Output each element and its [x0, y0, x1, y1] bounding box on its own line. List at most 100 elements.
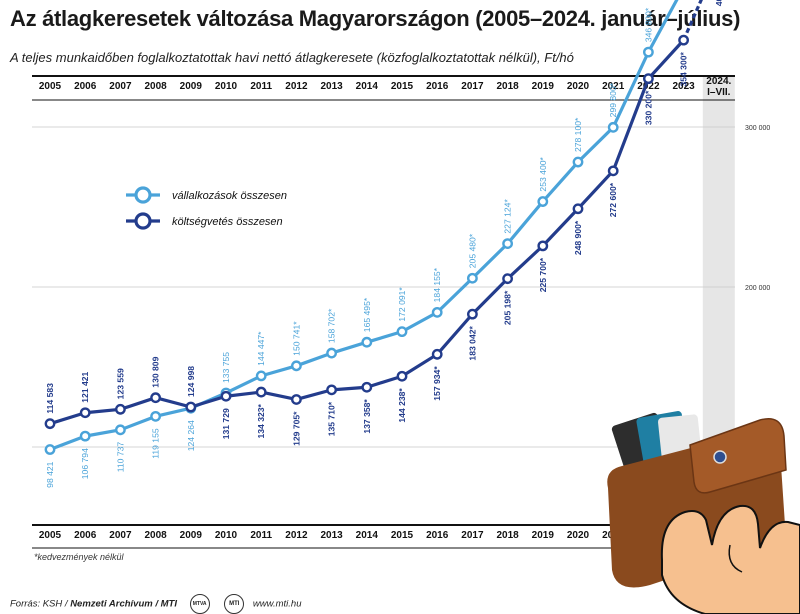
source-prefix: Forrás: KSH / [10, 598, 71, 610]
chart-title: Az átlagkeresetek változása Magyarország… [10, 6, 741, 31]
x-tick-label: 2006 [74, 81, 97, 92]
x-tick-label: 2008 [144, 530, 167, 541]
x-tick-label: 2013 [320, 81, 343, 92]
wallet-button [713, 450, 727, 464]
data-point [326, 347, 337, 359]
x-tick-label: 2018 [496, 530, 519, 541]
data-point [396, 326, 408, 338]
x-tick-label: 2013 [320, 530, 343, 541]
data-label: 123 559 [115, 368, 125, 399]
data-point [537, 196, 549, 207]
data-point [572, 156, 584, 168]
x-tick-label: 2014 [356, 81, 379, 92]
data-point [361, 336, 373, 348]
data-point [255, 386, 267, 398]
x-tick-label: 2017 [461, 81, 484, 92]
legend-label: vállalkozások összesen [172, 190, 287, 202]
x-tick-label: 2007 [109, 81, 132, 92]
x-tick-label: 2011 [250, 530, 272, 541]
data-point [502, 273, 513, 285]
data-point [44, 418, 56, 430]
data-point [431, 348, 443, 360]
data-label: 119 155 [151, 428, 161, 459]
x-tick-label: 2010 [215, 530, 238, 541]
source-agency: Nemzeti Archívum / MTI [70, 598, 177, 610]
data-label: 144 238* [397, 388, 407, 423]
data-label: 205 480* [467, 233, 477, 268]
x-tick-label: 2012 [285, 530, 308, 541]
data-point [502, 238, 513, 250]
x-tick-label: 2006 [74, 530, 97, 541]
data-point [255, 370, 267, 382]
data-label: 130 809 [151, 356, 161, 387]
data-label: 248 900* [573, 220, 583, 255]
x-tick-label: 2011 [250, 81, 272, 92]
x-tick-label: 2020 [567, 81, 590, 92]
x-tick-label: 2024.I–VII. [706, 76, 731, 98]
data-label: 133 755 [221, 352, 231, 383]
data-point [150, 410, 162, 422]
x-tick-label: 2015 [391, 530, 414, 541]
data-label: 134 323* [256, 403, 266, 438]
data-point [431, 306, 443, 318]
data-label: 157 934* [432, 366, 442, 401]
legend-marker [134, 212, 152, 230]
hand-icon [660, 504, 800, 614]
legend-marker [134, 186, 152, 204]
data-point [115, 424, 126, 436]
x-tick-label: 2012 [285, 81, 308, 92]
x-tick-label: 2010 [215, 81, 238, 92]
data-label: 346 800* [643, 7, 653, 42]
x-tick-label: 2018 [496, 81, 519, 92]
data-point [290, 360, 302, 372]
data-label: 272 600* [608, 182, 618, 217]
data-label: 299 800* [608, 82, 618, 117]
data-point [466, 308, 478, 320]
source-line: Forrás: KSH / Nemzeti Archívum / MTI MTV… [10, 594, 302, 614]
data-label: 225 700* [538, 257, 548, 292]
data-label: 121 421 [80, 371, 90, 402]
data-label: 330 200* [643, 90, 653, 125]
x-tick-label: 2019 [532, 81, 555, 92]
x-tick-label: 2009 [180, 530, 203, 541]
data-label: 183 042* [467, 325, 477, 360]
x-tick-label: 2022 [637, 81, 660, 92]
data-label: 131 729 [221, 408, 231, 439]
series-line [49, 39, 685, 426]
data-label: 137 358* [362, 399, 372, 434]
data-point [150, 392, 162, 404]
data-label: 354 300* [679, 51, 689, 86]
data-point [290, 394, 302, 405]
data-label: 124 264 [186, 420, 196, 451]
x-tick-label: 2014 [356, 530, 379, 541]
data-label: 135 710* [327, 401, 337, 436]
data-label: 253 400* [538, 156, 548, 191]
x-tick-label: 2008 [144, 81, 167, 92]
data-label: 98 421 [45, 461, 55, 488]
data-point [466, 272, 478, 284]
x-tick-label: 2015 [391, 81, 414, 92]
y-tick-label: 300 000 [745, 125, 770, 132]
x-tick-label: 2016 [426, 81, 449, 92]
x-tick-label: 2005 [39, 530, 62, 541]
x-tick-label: 2005 [39, 81, 62, 92]
data-label: 227 124* [503, 199, 513, 234]
data-point [79, 407, 91, 419]
chart-subtitle: A teljes munkaidőben foglalkoztatottak h… [10, 50, 574, 65]
data-label: 110 737 [115, 442, 125, 473]
data-label: 165 495* [362, 297, 372, 332]
data-label: 158 702* [327, 308, 337, 343]
data-point [572, 203, 584, 215]
data-point [643, 46, 654, 58]
source-url: www.mti.hu [252, 598, 302, 610]
data-point [643, 73, 654, 85]
x-tick-label: 2020 [567, 530, 590, 541]
data-label: 150 741* [291, 321, 301, 356]
data-label: 106 794 [80, 448, 90, 479]
data-point [607, 165, 619, 177]
data-label: 184 155* [432, 267, 442, 302]
data-label: 114 583 [45, 383, 55, 414]
data-label: 172 091* [397, 287, 407, 322]
data-label: 124 998 [186, 366, 196, 397]
